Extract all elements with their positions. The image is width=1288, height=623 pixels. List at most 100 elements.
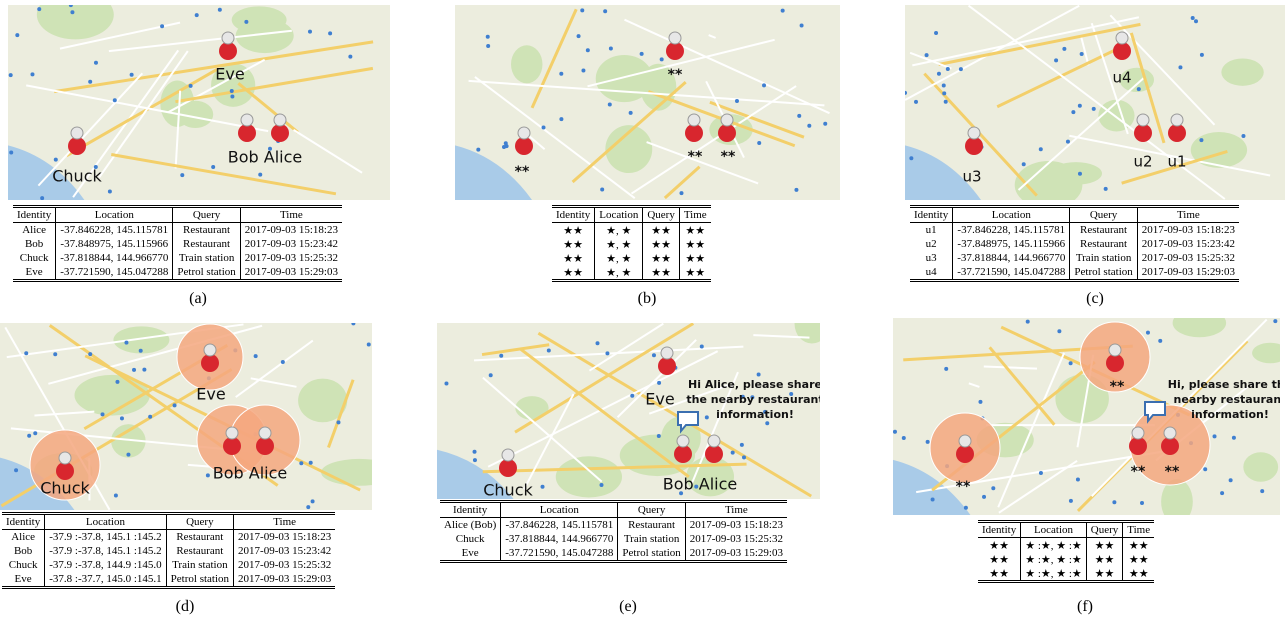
user-body xyxy=(718,124,736,142)
poi xyxy=(142,368,146,372)
poi xyxy=(586,48,590,52)
poi xyxy=(132,368,136,372)
cell: ★★ xyxy=(552,265,595,281)
user-body xyxy=(256,437,274,455)
poi xyxy=(1137,87,1141,91)
caption: (d) xyxy=(176,598,195,616)
bubble-text: information! xyxy=(716,408,794,421)
user-body xyxy=(965,137,983,155)
poi xyxy=(1039,147,1043,151)
poi xyxy=(14,468,18,472)
row: ★★★, ★★★★★ xyxy=(552,265,711,281)
map-label: u2 xyxy=(1133,153,1152,171)
cell: Alice (Bob) xyxy=(440,518,501,533)
poi xyxy=(1191,16,1195,20)
cell: 2017-09-03 15:25:32 xyxy=(1137,251,1239,265)
poi xyxy=(657,434,661,438)
poi xyxy=(559,72,563,76)
row: Eve-37.721590, 145.047288Petrol station2… xyxy=(13,265,342,281)
table: IdentityLocationQueryTimeAlice (Bob)-37.… xyxy=(440,500,787,563)
row: u1-37.846228, 145.115781Restaurant2017-0… xyxy=(910,223,1239,238)
cell: 2017-09-03 15:29:03 xyxy=(240,265,342,281)
map-label: ** xyxy=(668,67,683,83)
poi xyxy=(230,89,234,93)
poi xyxy=(189,84,193,88)
cell: Bob xyxy=(2,544,45,558)
cell: ★ :★, ★ :★ xyxy=(1021,538,1087,553)
poi xyxy=(53,352,57,356)
user-head xyxy=(688,114,700,126)
caption: (f) xyxy=(1077,598,1093,616)
cell: -37.848975, 145.115966 xyxy=(953,237,1070,251)
poi xyxy=(173,403,177,407)
user-body xyxy=(685,124,703,142)
table: IdentityLocationQueryTime★★★ :★, ★ :★★★★… xyxy=(978,520,1154,583)
map-label: u4 xyxy=(1112,69,1131,87)
poi xyxy=(54,158,58,162)
poi xyxy=(596,341,600,345)
cell: Train station xyxy=(166,558,233,572)
cell: ★★ xyxy=(1086,552,1123,566)
user-body xyxy=(1168,124,1186,142)
cell: -37.721590, 145.047288 xyxy=(953,265,1070,281)
poi xyxy=(9,73,13,77)
user-body xyxy=(1129,437,1147,455)
poi xyxy=(603,9,607,13)
header-cell: Time xyxy=(685,502,787,518)
figure: {"panels": [ {"caption": "(a)", "map_lab… xyxy=(0,0,1288,623)
user-head xyxy=(708,435,720,447)
user-body xyxy=(1106,354,1124,372)
cell: Chuck xyxy=(440,532,501,546)
poi xyxy=(101,412,105,416)
poi xyxy=(742,455,746,459)
poi xyxy=(1069,361,1073,365)
cell: 2017-09-03 15:18:23 xyxy=(240,223,342,238)
cell: -37.9 :-37.8, 144.9 :145.0 xyxy=(45,558,166,572)
poi xyxy=(1057,329,1061,333)
table: IdentityLocationQueryTimeAlice-37.846228… xyxy=(13,205,342,282)
cell: Restaurant xyxy=(166,544,233,558)
poi xyxy=(37,7,41,11)
poi xyxy=(902,436,906,440)
map-label: Chuck xyxy=(40,479,90,498)
user-body xyxy=(1161,437,1179,455)
park xyxy=(160,81,194,127)
user-body xyxy=(238,124,256,142)
user-body xyxy=(1134,124,1152,142)
poi xyxy=(9,150,13,154)
poi xyxy=(757,372,761,376)
cell: ★★ xyxy=(1123,552,1154,566)
poi xyxy=(580,8,584,12)
cell: Restaurant xyxy=(166,530,233,545)
poi xyxy=(120,416,124,420)
header-row: IdentityLocationQueryTime xyxy=(2,514,335,530)
caption: (c) xyxy=(1086,290,1104,308)
header-cell: Time xyxy=(240,207,342,223)
poi xyxy=(640,52,644,56)
map-label: Bob Alice xyxy=(228,148,302,167)
poi xyxy=(542,125,546,129)
user-body xyxy=(956,445,974,463)
poi xyxy=(577,34,581,38)
cell: u1 xyxy=(910,223,953,238)
cell: Train station xyxy=(173,251,240,265)
cell: -37.818844, 144.966770 xyxy=(953,251,1070,265)
poi xyxy=(1146,331,1150,335)
cell: Chuck xyxy=(13,251,56,265)
poi xyxy=(978,400,982,404)
poi xyxy=(476,148,480,152)
poi xyxy=(1104,187,1108,191)
poi xyxy=(308,30,312,34)
cell: 2017-09-03 15:25:32 xyxy=(685,532,787,546)
poi xyxy=(657,381,661,385)
map-label: ** xyxy=(1165,464,1180,480)
header-cell: Query xyxy=(1070,207,1137,223)
poi xyxy=(991,486,995,490)
user-body xyxy=(666,42,684,60)
poi xyxy=(311,499,315,503)
map: ******** xyxy=(455,5,840,200)
table: IdentityLocationQueryTimeu1-37.846228, 1… xyxy=(910,205,1239,282)
header-cell: Location xyxy=(501,502,618,518)
